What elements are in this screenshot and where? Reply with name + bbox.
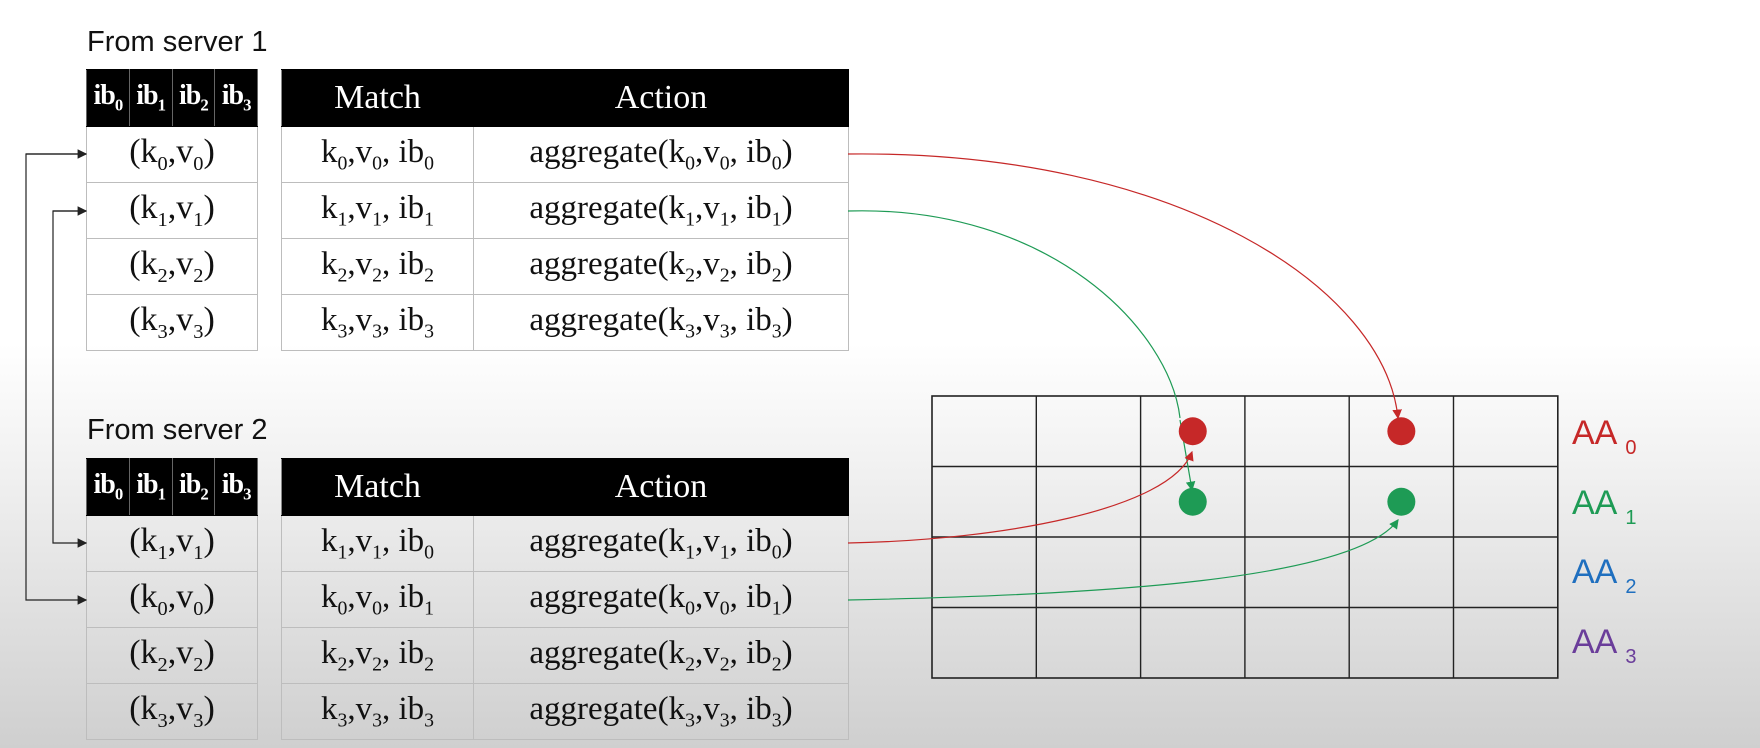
aggregator-grid <box>931 395 1559 679</box>
ib-cell: (k2,v2) <box>86 627 258 684</box>
ib-header-2: ib2 <box>171 458 216 516</box>
aa-label-1: AA 1 <box>1572 484 1637 529</box>
ib-cell: (k3,v3) <box>86 683 258 740</box>
ib-header-0: ib0 <box>86 458 130 516</box>
aggregator-dot <box>1387 417 1416 446</box>
ib-cell: (k0,v0) <box>86 126 258 183</box>
ib-cell: (k2,v2) <box>86 238 258 295</box>
ib-cell: (k3,v3) <box>86 294 258 351</box>
ib-header-1: ib1 <box>128 69 173 127</box>
server-1-ib-table: ib0 ib1 ib2 ib3 (k0,v0) (k1,v1) (k2,v2) … <box>86 69 258 351</box>
aa-label-3: AA 3 <box>1572 623 1637 668</box>
aa-label-0: AA 0 <box>1572 414 1637 459</box>
arrow-server1-row1 <box>847 210 1181 419</box>
ib-header-1: ib1 <box>128 458 173 516</box>
action-cell: aggregate(k1,v1, ib1) <box>473 182 849 239</box>
connector-k0v0 <box>25 153 88 605</box>
aggregator-dot <box>1387 487 1416 516</box>
ib-header-3: ib3 <box>214 458 258 516</box>
ib-cell: (k0,v0) <box>86 571 258 628</box>
server-1-match-action-table: Match Action k0,v0, ib0 aggregate(k0,v0, … <box>281 69 849 351</box>
ib-header-2: ib2 <box>171 69 216 127</box>
server-2-match-action-table: Match Action k1,v1, ib0 aggregate(k1,v1, … <box>281 458 849 740</box>
aa-label-2: AA 2 <box>1572 553 1637 598</box>
action-header: Action <box>473 69 849 127</box>
match-cell: k0,v0, ib1 <box>281 571 474 628</box>
ib-header-3: ib3 <box>214 69 258 127</box>
arrow-server1-row0 <box>847 153 1402 420</box>
arrow-server2-row1 <box>847 519 1399 601</box>
match-cell: k1,v1, ib1 <box>281 182 474 239</box>
aggregator-dot <box>1178 487 1207 516</box>
server-2-ib-table: ib0 ib1 ib2 ib3 (k1,v1) (k0,v0) (k2,v2) … <box>86 458 258 740</box>
match-header: Match <box>281 69 474 127</box>
action-cell: aggregate(k2,v2, ib2) <box>473 238 849 295</box>
ib-header-0: ib0 <box>86 69 130 127</box>
arrow-server1-row1-end <box>1179 419 1196 492</box>
match-cell: k0,v0, ib0 <box>281 126 474 183</box>
arrow-server2-row0 <box>847 450 1194 544</box>
server-2-title: From server 2 <box>87 414 268 446</box>
action-cell: aggregate(k1,v1, ib0) <box>473 515 849 572</box>
match-cell: k2,v2, ib2 <box>281 627 474 684</box>
aggregator-dot <box>1178 417 1207 446</box>
action-cell: aggregate(k3,v3, ib3) <box>473 294 849 351</box>
server-1-title: From server 1 <box>87 26 268 58</box>
aggregator-dots <box>1178 417 1416 516</box>
match-header: Match <box>281 458 474 516</box>
action-cell: aggregate(k0,v0, ib0) <box>473 126 849 183</box>
action-cell: aggregate(k2,v2, ib2) <box>473 627 849 684</box>
grid-border <box>931 395 1559 679</box>
ib-cell: (k1,v1) <box>86 182 258 239</box>
ib-cell: (k1,v1) <box>86 515 258 572</box>
match-cell: k3,v3, ib3 <box>281 683 474 740</box>
match-cell: k1,v1, ib0 <box>281 515 474 572</box>
action-header: Action <box>473 458 849 516</box>
connector-k1v1 <box>52 210 88 548</box>
action-cell: aggregate(k0,v0, ib1) <box>473 571 849 628</box>
match-cell: k2,v2, ib2 <box>281 238 474 295</box>
match-cell: k3,v3, ib3 <box>281 294 474 351</box>
action-cell: aggregate(k3,v3, ib3) <box>473 683 849 740</box>
